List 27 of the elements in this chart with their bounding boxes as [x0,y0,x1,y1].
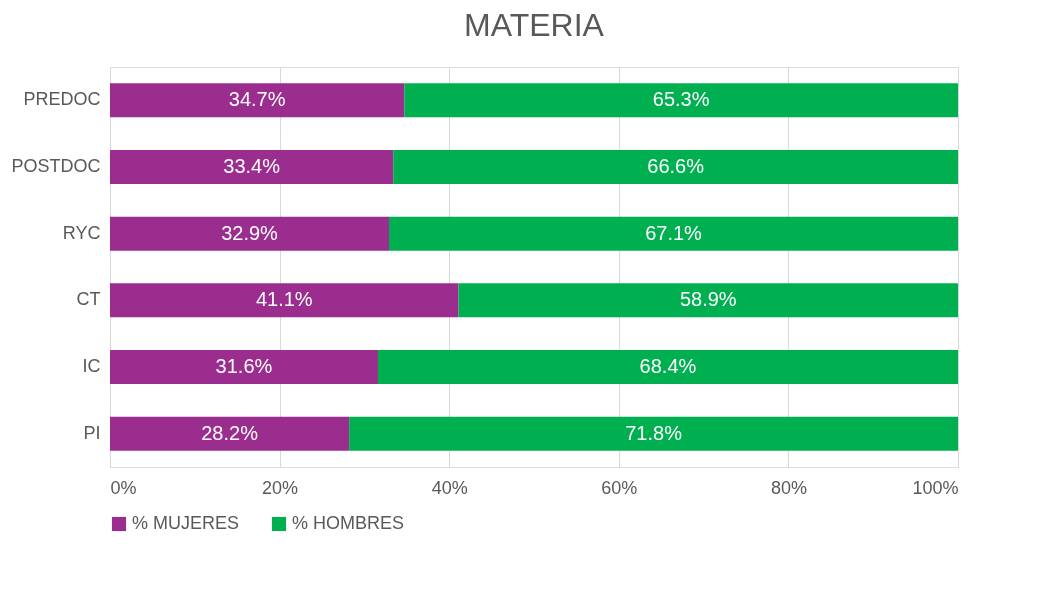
y-tick-label: CT [76,289,101,310]
x-tick-label: 20% [262,477,299,498]
y-tick-label: IC [82,356,101,376]
y-tick-label: PREDOC [23,89,101,110]
chart-title: MATERIA [464,7,605,43]
data-label: 41.1% [255,288,313,311]
data-label: 71.8% [625,421,683,444]
data-label: 31.6% [215,355,273,377]
x-tick-label: 40% [431,477,468,498]
data-label: 34.7% [228,88,286,111]
legend-label: % HOMBRES [292,513,405,533]
data-label: 28.2% [201,421,259,444]
x-tick-label: 0% [110,477,137,498]
data-label: 66.6% [647,155,705,177]
y-tick-label: PI [83,422,101,443]
x-tick-label: 80% [770,477,807,498]
data-label: 65.3% [652,88,710,111]
x-tick-label: 100% [912,477,959,498]
data-label: 58.9% [679,288,737,311]
data-label: 67.1% [645,221,703,244]
y-tick-label: RYC [62,222,101,243]
data-label: 33.4% [223,155,281,177]
data-label: 68.4% [639,355,697,377]
y-tick-label: POSTDOC [11,156,101,176]
x-tick-label: 60% [601,477,638,498]
legend-label: % MUJERES [132,513,240,533]
data-label: 32.9% [221,221,279,244]
